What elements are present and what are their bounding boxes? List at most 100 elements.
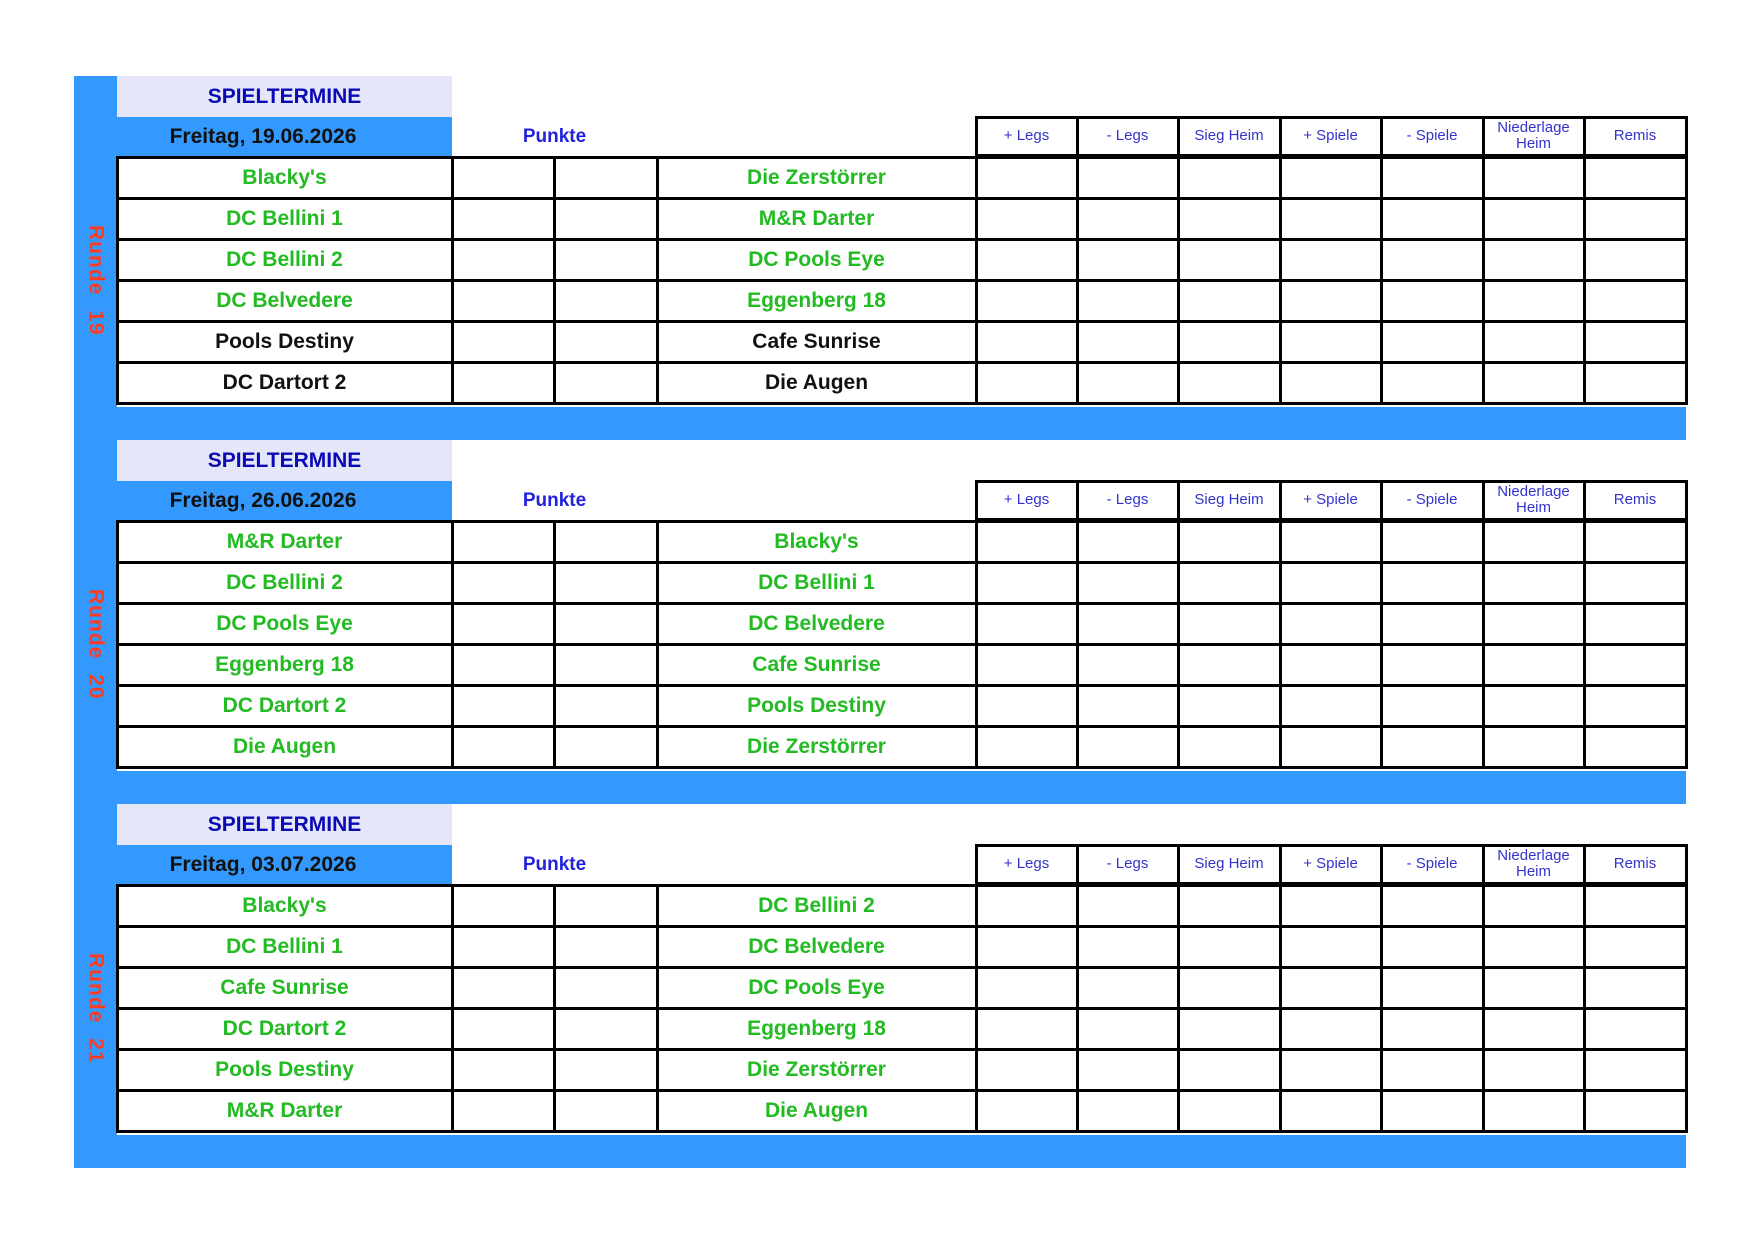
stat-input[interactable] xyxy=(1278,683,1383,728)
stat-input[interactable] xyxy=(1379,237,1485,282)
stat-input[interactable] xyxy=(1582,1047,1688,1092)
stat-input[interactable] xyxy=(1075,560,1180,605)
away-score-input[interactable] xyxy=(552,360,659,405)
stat-input[interactable] xyxy=(1379,683,1485,728)
home-score-input[interactable] xyxy=(450,360,556,405)
away-score-input[interactable] xyxy=(552,278,659,323)
stat-input[interactable] xyxy=(1481,560,1586,605)
stat-input[interactable] xyxy=(974,319,1079,364)
stat-input[interactable] xyxy=(974,1088,1079,1133)
stat-input[interactable] xyxy=(1278,319,1383,364)
stat-input[interactable] xyxy=(1075,724,1180,769)
home-score-input[interactable] xyxy=(450,1006,556,1051)
home-score-input[interactable] xyxy=(450,155,556,200)
stat-input[interactable] xyxy=(1176,278,1282,323)
stat-input[interactable] xyxy=(1582,924,1688,969)
stat-input[interactable] xyxy=(1582,196,1688,241)
away-score-input[interactable] xyxy=(552,965,659,1010)
stat-input[interactable] xyxy=(1481,278,1586,323)
stat-input[interactable] xyxy=(1481,924,1586,969)
stat-input[interactable] xyxy=(1075,360,1180,405)
stat-input[interactable] xyxy=(1379,155,1485,200)
stat-input[interactable] xyxy=(1278,278,1383,323)
home-score-input[interactable] xyxy=(450,883,556,928)
home-score-input[interactable] xyxy=(450,1088,556,1133)
stat-input[interactable] xyxy=(1176,883,1282,928)
stat-input[interactable] xyxy=(1075,1006,1180,1051)
stat-input[interactable] xyxy=(1481,237,1586,282)
stat-input[interactable] xyxy=(974,642,1079,687)
away-score-input[interactable] xyxy=(552,560,659,605)
stat-input[interactable] xyxy=(1379,642,1485,687)
stat-input[interactable] xyxy=(1481,319,1586,364)
stat-input[interactable] xyxy=(1582,155,1688,200)
home-score-input[interactable] xyxy=(450,924,556,969)
stat-input[interactable] xyxy=(974,965,1079,1010)
stat-input[interactable] xyxy=(1075,601,1180,646)
stat-input[interactable] xyxy=(1278,1088,1383,1133)
home-score-input[interactable] xyxy=(450,965,556,1010)
stat-input[interactable] xyxy=(974,560,1079,605)
stat-input[interactable] xyxy=(1582,724,1688,769)
stat-input[interactable] xyxy=(1481,965,1586,1010)
stat-input[interactable] xyxy=(1075,1047,1180,1092)
stat-input[interactable] xyxy=(1379,924,1485,969)
stat-input[interactable] xyxy=(1176,683,1282,728)
stat-input[interactable] xyxy=(1481,883,1586,928)
stat-input[interactable] xyxy=(1075,519,1180,564)
away-score-input[interactable] xyxy=(552,155,659,200)
stat-input[interactable] xyxy=(1278,965,1383,1010)
stat-input[interactable] xyxy=(974,196,1079,241)
stat-input[interactable] xyxy=(1176,519,1282,564)
home-score-input[interactable] xyxy=(450,560,556,605)
stat-input[interactable] xyxy=(974,1006,1079,1051)
stat-input[interactable] xyxy=(1278,724,1383,769)
stat-input[interactable] xyxy=(1379,601,1485,646)
stat-input[interactable] xyxy=(1176,601,1282,646)
home-score-input[interactable] xyxy=(450,278,556,323)
stat-input[interactable] xyxy=(1278,1047,1383,1092)
stat-input[interactable] xyxy=(1176,1088,1282,1133)
stat-input[interactable] xyxy=(974,278,1079,323)
stat-input[interactable] xyxy=(1379,1047,1485,1092)
stat-input[interactable] xyxy=(1379,1088,1485,1133)
stat-input[interactable] xyxy=(974,360,1079,405)
stat-input[interactable] xyxy=(1278,519,1383,564)
stat-input[interactable] xyxy=(974,1047,1079,1092)
stat-input[interactable] xyxy=(1379,883,1485,928)
stat-input[interactable] xyxy=(1278,560,1383,605)
stat-input[interactable] xyxy=(1278,601,1383,646)
stat-input[interactable] xyxy=(1481,519,1586,564)
stat-input[interactable] xyxy=(1379,196,1485,241)
stat-input[interactable] xyxy=(974,724,1079,769)
away-score-input[interactable] xyxy=(552,601,659,646)
stat-input[interactable] xyxy=(1075,965,1180,1010)
stat-input[interactable] xyxy=(1278,196,1383,241)
stat-input[interactable] xyxy=(1075,1088,1180,1133)
stat-input[interactable] xyxy=(1176,1006,1282,1051)
stat-input[interactable] xyxy=(1075,237,1180,282)
stat-input[interactable] xyxy=(1481,724,1586,769)
stat-input[interactable] xyxy=(1582,319,1688,364)
away-score-input[interactable] xyxy=(552,883,659,928)
stat-input[interactable] xyxy=(1481,642,1586,687)
stat-input[interactable] xyxy=(974,155,1079,200)
home-score-input[interactable] xyxy=(450,319,556,364)
stat-input[interactable] xyxy=(1379,319,1485,364)
away-score-input[interactable] xyxy=(552,642,659,687)
stat-input[interactable] xyxy=(974,601,1079,646)
stat-input[interactable] xyxy=(1176,155,1282,200)
stat-input[interactable] xyxy=(1379,724,1485,769)
stat-input[interactable] xyxy=(1582,360,1688,405)
stat-input[interactable] xyxy=(1481,683,1586,728)
stat-input[interactable] xyxy=(1075,155,1180,200)
stat-input[interactable] xyxy=(1176,965,1282,1010)
stat-input[interactable] xyxy=(1379,1006,1485,1051)
away-score-input[interactable] xyxy=(552,924,659,969)
stat-input[interactable] xyxy=(1278,155,1383,200)
home-score-input[interactable] xyxy=(450,519,556,564)
home-score-input[interactable] xyxy=(450,601,556,646)
away-score-input[interactable] xyxy=(552,1088,659,1133)
stat-input[interactable] xyxy=(1481,155,1586,200)
stat-input[interactable] xyxy=(1075,278,1180,323)
